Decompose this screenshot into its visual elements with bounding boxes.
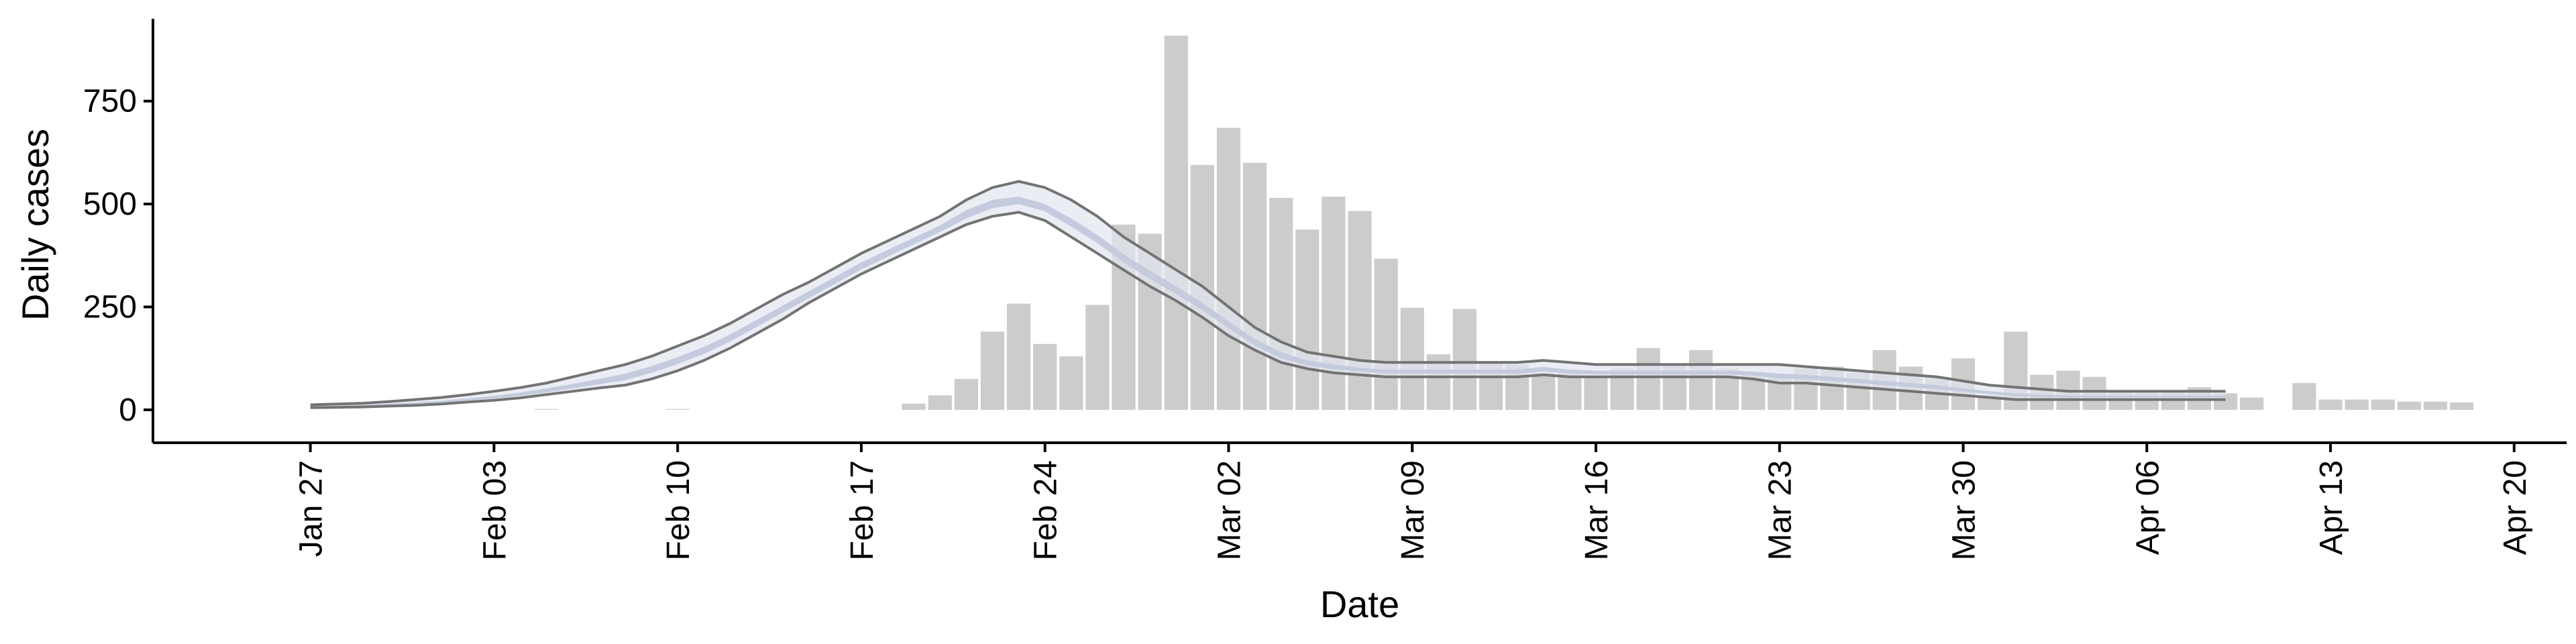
case-bar	[1558, 373, 1581, 410]
bars-layer	[535, 36, 2473, 410]
case-bar	[2318, 400, 2342, 410]
case-bar	[2292, 383, 2316, 410]
case-bar	[666, 409, 690, 410]
x-tick-label: Apr 06	[2130, 460, 2165, 555]
x-tick-label: Feb 03	[477, 460, 513, 560]
case-bar	[981, 331, 1004, 410]
x-tick-label: Mar 16	[1579, 460, 1615, 560]
case-bar	[1007, 304, 1030, 410]
x-tick-label: Feb 10	[661, 460, 696, 560]
case-bar	[2424, 402, 2447, 410]
x-tick-label: Apr 13	[2314, 460, 2349, 555]
case-bar	[1637, 348, 1660, 410]
x-tick-label: Jan 27	[294, 460, 329, 557]
y-axis-title: Daily cases	[14, 129, 56, 321]
case-bar	[1453, 309, 1477, 410]
case-bar	[1269, 198, 1293, 410]
x-tick-label: Feb 17	[845, 460, 880, 560]
case-bar	[955, 379, 978, 410]
case-bar	[1033, 344, 1057, 410]
case-bar	[928, 395, 952, 409]
x-tick-label: Mar 30	[1947, 460, 1982, 560]
case-bar	[2240, 398, 2263, 410]
case-bar	[2371, 400, 2395, 410]
case-bar	[1375, 259, 1398, 410]
y-tick-label: 750	[83, 84, 137, 119]
y-tick-label: 0	[119, 392, 137, 428]
y-tick-label: 250	[83, 290, 137, 325]
y-axis-ticks: 0 250 500 750	[83, 84, 153, 428]
model-fit-layer	[311, 181, 2226, 407]
x-tick-label: Apr 20	[2498, 460, 2533, 555]
y-tick-label: 500	[83, 186, 137, 222]
case-bar	[1059, 356, 1083, 410]
case-bar	[535, 409, 558, 410]
case-bar	[1217, 128, 1240, 410]
case-bar	[1085, 305, 1109, 409]
case-bar	[1348, 211, 1371, 410]
case-bar	[2450, 402, 2473, 410]
case-bar	[2345, 400, 2369, 410]
model-fit-outer-band	[311, 181, 2226, 407]
x-tick-label: Feb 24	[1028, 460, 1064, 560]
x-tick-label: Mar 02	[1212, 460, 1248, 560]
case-bar	[1401, 308, 1424, 410]
case-bar	[1295, 229, 1319, 410]
x-axis-title: Date	[1320, 583, 1399, 625]
case-bar	[1165, 36, 1188, 410]
case-bar	[902, 404, 926, 410]
case-bar	[1322, 197, 1345, 410]
x-tick-label: Mar 23	[1763, 460, 1799, 560]
case-bar	[1243, 163, 1267, 410]
case-bar	[2398, 402, 2421, 410]
x-tick-label: Mar 09	[1395, 460, 1431, 560]
x-axis-ticks: Jan 27 Feb 03 Feb 10 Feb 17 Feb 24 Mar 02 Mar …	[294, 443, 2533, 560]
case-bar	[1584, 377, 1607, 410]
case-bar	[1689, 350, 1713, 410]
case-bar	[1532, 373, 1555, 410]
model-fit-upper-line	[311, 181, 2226, 405]
